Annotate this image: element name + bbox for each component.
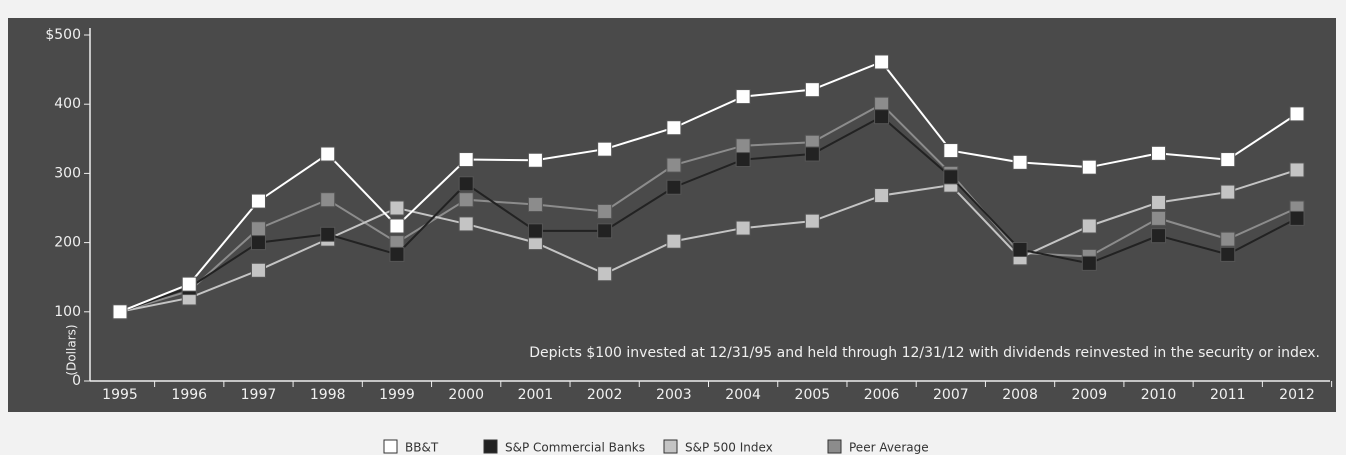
series-marker: [804, 82, 820, 98]
series-marker: [735, 138, 751, 154]
series-marker: [735, 89, 751, 105]
series-marker: [1081, 255, 1097, 271]
x-tick-label: 2003: [656, 387, 692, 403]
series-marker: [320, 192, 336, 208]
legend-label: S&P 500 Index: [685, 441, 773, 455]
series-marker: [1012, 242, 1028, 258]
series-marker: [1151, 210, 1167, 226]
x-tick-label: 1996: [171, 387, 207, 403]
x-tick-label: 1995: [102, 387, 138, 403]
series-marker: [458, 152, 474, 168]
series-line: [119, 102, 1298, 313]
y-tick-label: 100: [54, 304, 81, 320]
series-marker: [804, 146, 820, 162]
x-tick-label: 1999: [379, 387, 415, 403]
series-line: [119, 168, 1298, 313]
series-marker: [1151, 145, 1167, 161]
x-tick-label: 2001: [518, 387, 554, 403]
series-marker: [250, 262, 266, 278]
series-marker: [458, 216, 474, 232]
x-tick-label: 2000: [448, 387, 484, 403]
legend-swatch: [383, 439, 398, 454]
x-tick-label: 2010: [1141, 387, 1177, 403]
series-marker: [389, 246, 405, 262]
series-line: [119, 60, 1298, 313]
series-marker: [1289, 210, 1305, 226]
series-marker: [874, 188, 890, 204]
plot-background: [8, 18, 1336, 412]
series-marker: [458, 192, 474, 208]
series-marker: [804, 213, 820, 229]
y-tick-label: $500: [45, 27, 81, 43]
x-tick-label: 2011: [1210, 387, 1246, 403]
x-tick-label: 2005: [795, 387, 831, 403]
series-marker: [597, 203, 613, 219]
x-tick-label: 1997: [241, 387, 277, 403]
series-marker: [1081, 218, 1097, 234]
series-marker: [527, 197, 543, 213]
x-tick-label: 2009: [1071, 387, 1107, 403]
y-tick-label: 200: [54, 235, 81, 251]
series-marker: [1220, 231, 1236, 247]
series-marker: [943, 169, 959, 185]
x-tick-label: 2012: [1279, 387, 1315, 403]
series-marker: [874, 109, 890, 125]
series-marker: [1081, 159, 1097, 175]
y-tick-label: 0: [72, 373, 81, 389]
x-tick-label: 2007: [933, 387, 969, 403]
legend-label: Peer Average: [849, 441, 929, 455]
series-marker: [181, 276, 197, 292]
x-tick-label: 2002: [587, 387, 623, 403]
series-marker: [320, 146, 336, 162]
series-marker: [874, 96, 890, 112]
series-marker: [874, 54, 890, 70]
series-marker: [1151, 228, 1167, 244]
series-marker: [666, 120, 682, 136]
series-marker: [250, 193, 266, 209]
series-marker: [1012, 154, 1028, 170]
series-marker: [527, 152, 543, 168]
series-marker: [597, 223, 613, 239]
x-tick-label: 1998: [310, 387, 346, 403]
series-marker: [389, 200, 405, 216]
series-marker: [250, 235, 266, 251]
series-marker: [112, 304, 128, 320]
series-marker: [1151, 194, 1167, 210]
series-marker: [735, 220, 751, 236]
legend-swatch: [483, 439, 498, 454]
legend-swatch: [827, 439, 842, 454]
series-marker: [666, 179, 682, 195]
legend-label: BB&T: [405, 441, 439, 455]
series-marker: [597, 141, 613, 157]
series-marker: [666, 157, 682, 173]
series-marker: [389, 218, 405, 234]
series-marker: [735, 152, 751, 168]
legend-swatch: [663, 439, 678, 454]
y-axis-label: (Dollars): [65, 324, 79, 375]
series-marker: [320, 226, 336, 242]
x-tick-label: 2004: [725, 387, 761, 403]
x-tick-label: 2006: [864, 387, 900, 403]
series-marker: [1220, 184, 1236, 200]
series-marker: [1220, 246, 1236, 262]
x-tick-label: 2008: [1002, 387, 1038, 403]
series-marker: [666, 233, 682, 249]
series-marker: [250, 221, 266, 237]
series-marker: [1220, 152, 1236, 168]
series-line: [119, 115, 1298, 313]
y-tick-label: 300: [54, 165, 81, 181]
series-marker: [597, 266, 613, 282]
series-marker: [527, 223, 543, 239]
series-marker: [943, 143, 959, 159]
y-tick-label: 400: [54, 96, 81, 112]
series-marker: [1289, 106, 1305, 122]
legend-label: S&P Commercial Banks: [505, 441, 645, 455]
annotation: Depicts $100 invested at 12/31/95 and he…: [529, 345, 1320, 361]
series-marker: [458, 176, 474, 192]
series-marker: [1289, 162, 1305, 178]
